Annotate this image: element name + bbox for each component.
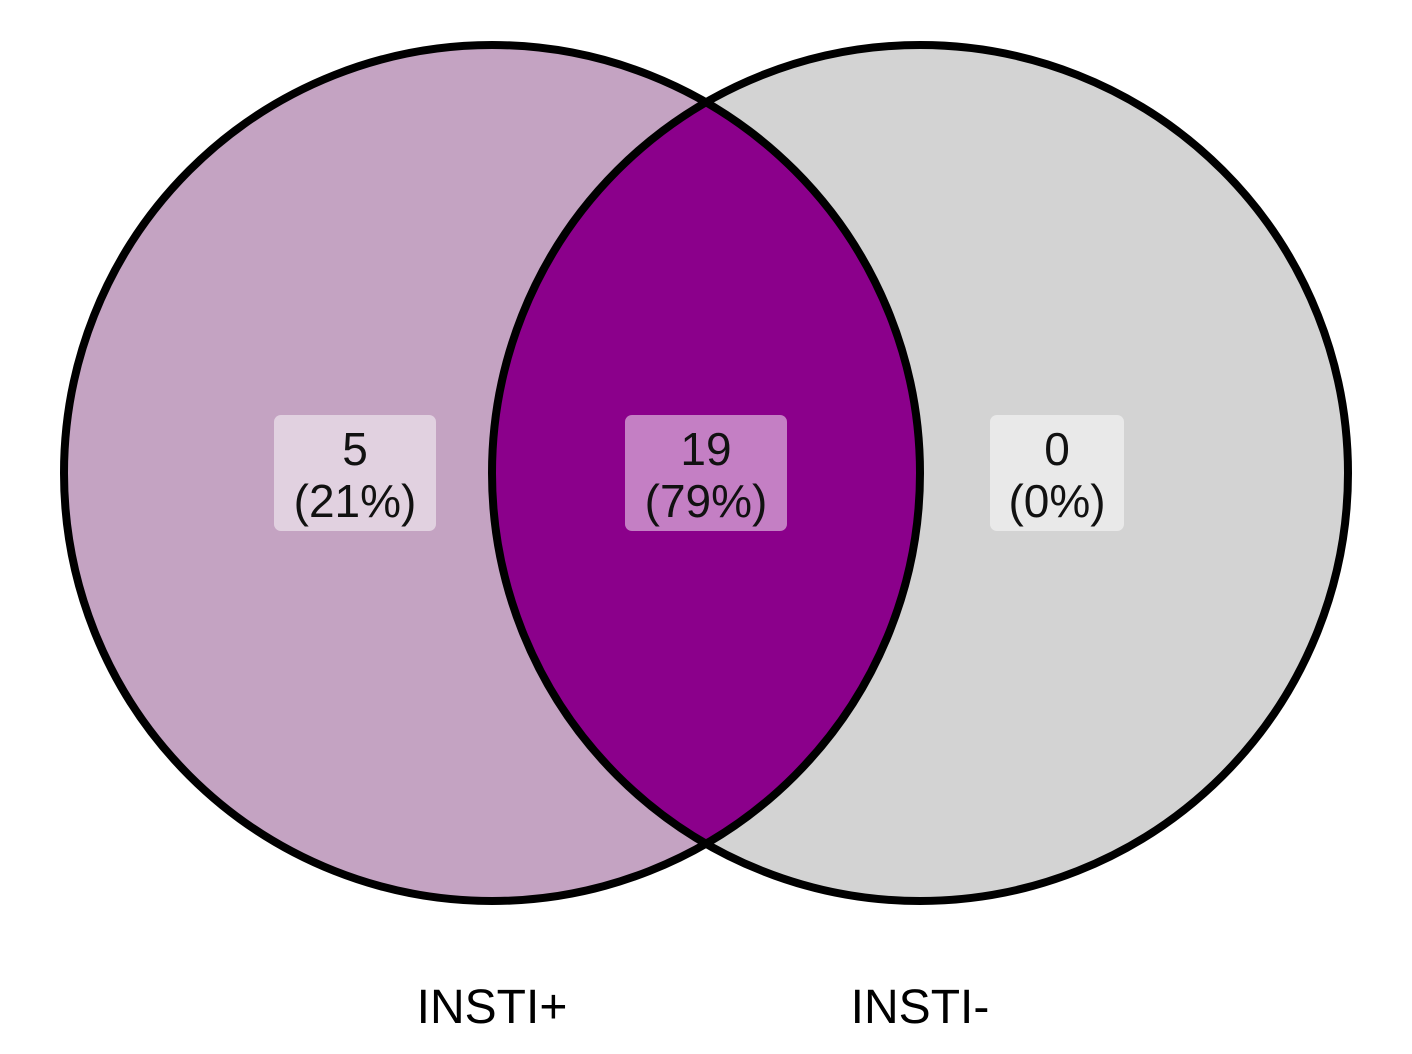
region-count: 19 xyxy=(680,423,731,475)
region-label-box xyxy=(625,415,787,531)
region-label-only-insti-plus: 5 (21%) xyxy=(274,415,436,531)
region-percent: (0%) xyxy=(1008,475,1105,527)
region-percent: (79%) xyxy=(645,475,768,527)
region-count: 0 xyxy=(1044,423,1070,475)
set-label-insti-minus: INSTI- xyxy=(851,981,990,1034)
region-label-box xyxy=(990,415,1124,531)
region-label-only-insti-minus: 0 (0%) xyxy=(990,415,1124,531)
set-outline-insti-plus xyxy=(60,41,924,905)
region-count: 5 xyxy=(342,423,368,475)
region-label-box xyxy=(274,415,436,531)
region-percent: (21%) xyxy=(294,475,417,527)
region-label-both: 19 (79%) xyxy=(625,415,787,531)
set-label-insti-plus: INSTI+ xyxy=(417,981,568,1034)
intersection-region xyxy=(492,45,920,901)
set-outline-insti-minus xyxy=(488,41,1352,905)
